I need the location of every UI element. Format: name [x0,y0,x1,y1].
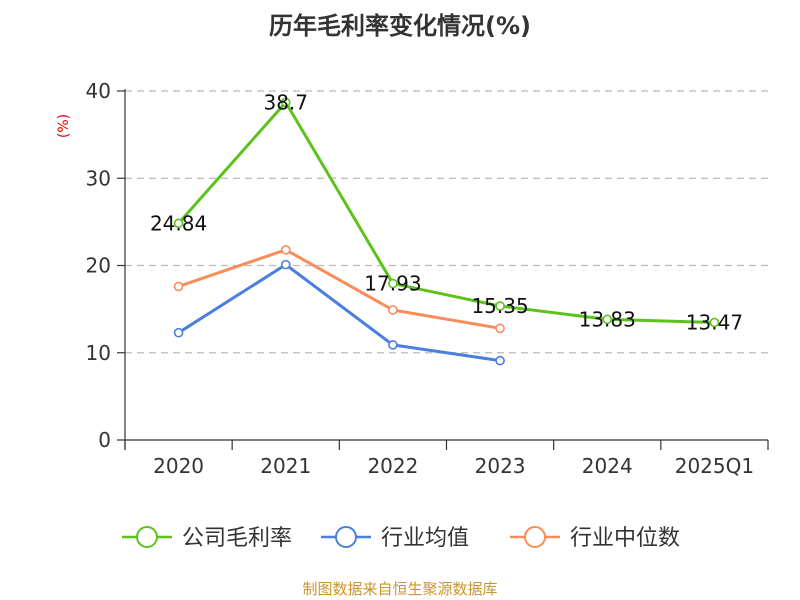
legend-label: 行业中位数 [570,526,680,551]
data-label-2023: 15.35 [471,294,528,318]
data-point-3-2022 [388,305,398,315]
data-point-1-2020 [173,218,184,229]
data-point-2-2022 [388,340,398,350]
x-tick-label-2021: 2021 [260,454,311,478]
series-1 [173,97,720,328]
series-2 [173,259,505,366]
data-point-2-2020 [173,327,184,338]
x-tick-label-2023: 2023 [475,454,526,478]
data-label-2024: 13.83 [579,307,636,331]
legend-item-2: 行业均值 [321,526,469,551]
x-tick-label-2022: 2022 [367,454,418,478]
legend-swatch-marker [524,526,546,548]
source-note: 制图数据来自恒生聚源数据库 [302,580,497,598]
chart-title: 历年毛利率变化情况(%) [269,12,531,40]
y-axis-label: (%) [56,114,72,138]
y-tick-label-40: 40 [86,79,111,103]
data-label-2020: 24.84 [150,211,207,235]
series-line-1 [177,100,715,324]
y-tick-label-0: 0 [98,428,111,452]
legend-item-3: 行业中位数 [510,526,680,551]
data-label-2022: 17.93 [364,272,421,296]
data-point-1-2025Q1 [709,317,720,328]
y-tick-label-30: 30 [86,166,111,190]
legend-swatch-marker [136,526,158,548]
y-tick-label-20: 20 [86,254,111,278]
data-point-1-2023 [495,301,505,311]
data-point-2-2021 [280,259,291,270]
data-point-3-2021 [280,244,291,255]
legend-item-1: 公司毛利率 [122,526,292,551]
x-tick-label-2024: 2024 [582,454,633,478]
series-layer: 24.84 38.7 17.93 15.35 13.83 13.47 [150,90,743,366]
y-tick-label-10: 10 [86,341,111,365]
data-point-2-2023 [495,355,505,366]
data-point-3-2023 [495,323,505,334]
axes: 0 10 20 30 40 2020 2021 2022 2023 2024 2025Q1 [86,79,769,478]
series-line-2 [177,263,501,363]
data-point-1-2021 [280,97,291,108]
gridlines [125,90,768,354]
series-line-3 [178,248,501,330]
data-label-2021: 38.7 [263,90,308,114]
legend: 公司毛利率 行业均值 行业中位数 [122,526,680,551]
x-tick-label-2025Q1: 2025Q1 [675,454,754,478]
legend-label: 行业均值 [381,526,469,551]
legend-swatch-marker [335,526,357,548]
data-point-1-2024 [602,314,613,325]
data-point-3-2020 [173,281,184,292]
data-label-2025Q1: 13.47 [686,310,743,334]
x-tick-label-2020: 2020 [153,454,204,478]
data-point-1-2022 [388,278,398,289]
series-3 [173,244,505,334]
legend-label: 公司毛利率 [182,526,292,551]
